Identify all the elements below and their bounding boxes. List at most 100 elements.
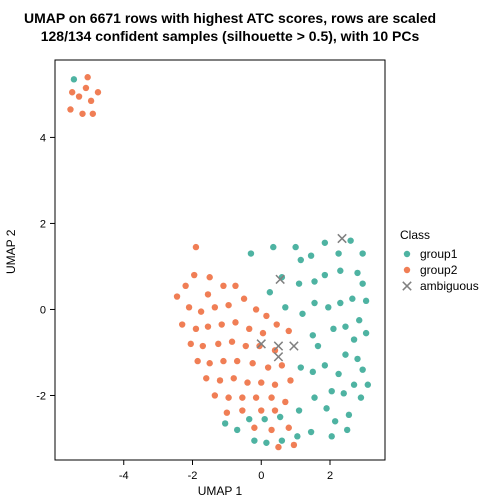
chart-title-line1: UMAP on 6671 rows with highest ATC score…: [0, 10, 460, 28]
point-group2: [286, 425, 292, 431]
point-ambiguous: [274, 353, 282, 361]
point-group1: [325, 304, 331, 310]
point-group1: [315, 343, 321, 349]
point-group1: [282, 304, 288, 310]
point-group2: [203, 375, 209, 381]
point-group1: [356, 317, 362, 323]
point-group1: [310, 332, 316, 338]
point-group1: [344, 427, 350, 433]
point-group1: [322, 272, 328, 278]
x-tick-label: -2: [188, 470, 198, 482]
point-group2: [90, 111, 96, 117]
point-group1: [359, 280, 365, 286]
point-group1: [337, 300, 343, 306]
point-group2: [253, 306, 259, 312]
point-group2: [275, 444, 281, 450]
point-group2: [191, 272, 197, 278]
point-group2: [286, 328, 292, 334]
point-group2: [263, 313, 269, 319]
point-group1: [323, 405, 329, 411]
point-group2: [84, 74, 90, 80]
legend-label: group2: [420, 263, 457, 277]
point-group1: [298, 257, 304, 263]
point-group2: [253, 394, 259, 400]
point-group1: [322, 240, 328, 246]
point-group1: [311, 394, 317, 400]
point-group1: [261, 416, 267, 422]
point-group2: [67, 106, 73, 112]
legend-title: Class: [400, 228, 479, 242]
point-group1: [311, 300, 317, 306]
point-group1: [341, 390, 347, 396]
point-group1: [358, 394, 364, 400]
point-group2: [220, 358, 226, 364]
y-tick-label: 0: [40, 304, 46, 316]
point-group2: [174, 293, 180, 299]
point-group1: [292, 244, 298, 250]
point-group2: [198, 308, 204, 314]
point-group1: [263, 440, 269, 446]
point-group2: [212, 304, 218, 310]
point-group2: [268, 394, 274, 400]
point-group2: [83, 85, 89, 91]
point-group2: [225, 302, 231, 308]
point-group2: [241, 296, 247, 302]
point-group2: [219, 321, 225, 327]
point-group2: [268, 427, 274, 433]
point-group1: [329, 388, 335, 394]
point-group1: [354, 270, 360, 276]
point-group2: [200, 343, 206, 349]
y-axis-label: UMAP 2: [4, 0, 18, 504]
point-group1: [298, 364, 304, 370]
point-group1: [335, 250, 341, 256]
point-group1: [359, 366, 365, 372]
point-group1: [310, 369, 316, 375]
point-group2: [258, 379, 264, 385]
point-group1: [270, 244, 276, 250]
point-group2: [246, 326, 252, 332]
point-group1: [349, 296, 355, 302]
umap-scatter-chart: UMAP on 6671 rows with highest ATC score…: [0, 0, 504, 504]
point-group1: [296, 407, 302, 413]
point-group1: [354, 356, 360, 362]
point-group2: [260, 330, 266, 336]
point-group1: [296, 280, 302, 286]
point-group2: [244, 379, 250, 385]
point-group1: [363, 298, 369, 304]
point-group2: [193, 326, 199, 332]
x-tick-label: 0: [258, 470, 264, 482]
point-group1: [71, 76, 77, 82]
point-group1: [342, 323, 348, 329]
point-group2: [272, 382, 278, 388]
point-group1: [346, 412, 352, 418]
legend-item-group2: group2: [400, 262, 479, 278]
point-group2: [251, 425, 257, 431]
point-group2: [225, 394, 231, 400]
point-group2: [232, 319, 238, 325]
x-tick-label: 2: [327, 470, 333, 482]
point-group1: [337, 268, 343, 274]
point-group1: [277, 414, 283, 420]
point-group2: [274, 321, 280, 327]
point-group1: [329, 433, 335, 439]
panel-border: [55, 60, 385, 460]
dot-icon: [400, 247, 414, 261]
point-ambiguous: [274, 342, 282, 350]
legend-item-ambiguous: ambiguous: [400, 278, 479, 294]
y-tick-label: -2: [36, 390, 46, 402]
point-group2: [79, 111, 85, 117]
point-group2: [291, 442, 297, 448]
point-group2: [95, 89, 101, 95]
point-group1: [359, 250, 365, 256]
chart-title-line2: 128/134 confident samples (silhouette > …: [0, 28, 460, 46]
point-group1: [248, 250, 254, 256]
point-group2: [265, 364, 271, 370]
point-group1: [308, 429, 314, 435]
x-tick-label: -4: [119, 470, 129, 482]
point-group1: [342, 351, 348, 357]
point-ambiguous: [290, 342, 298, 350]
point-group1: [294, 433, 300, 439]
point-group1: [322, 362, 328, 368]
point-group2: [88, 98, 94, 104]
chart-title: UMAP on 6671 rows with highest ATC score…: [0, 10, 460, 45]
